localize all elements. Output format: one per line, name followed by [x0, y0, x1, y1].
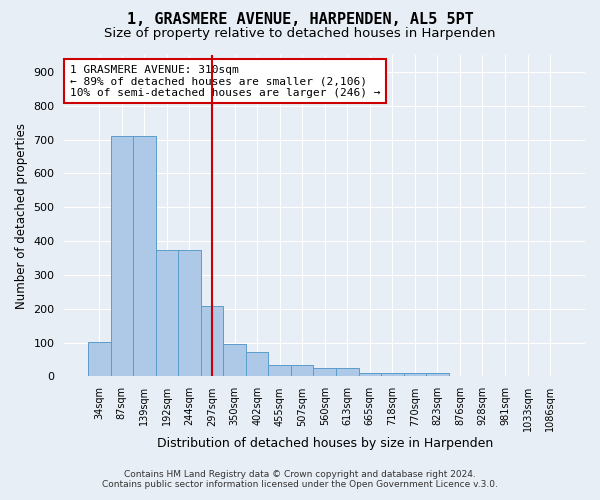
Bar: [404, 373, 426, 376]
Bar: [313, 368, 336, 376]
Text: Contains HM Land Registry data © Crown copyright and database right 2024.
Contai: Contains HM Land Registry data © Crown c…: [102, 470, 498, 489]
Bar: [291, 364, 313, 376]
Bar: [110, 136, 133, 376]
Text: Size of property relative to detached houses in Harpenden: Size of property relative to detached ho…: [104, 28, 496, 40]
Bar: [133, 136, 155, 376]
Bar: [246, 352, 268, 376]
Text: 1, GRASMERE AVENUE, HARPENDEN, AL5 5PT: 1, GRASMERE AVENUE, HARPENDEN, AL5 5PT: [127, 12, 473, 28]
Text: 1 GRASMERE AVENUE: 310sqm
← 89% of detached houses are smaller (2,106)
10% of se: 1 GRASMERE AVENUE: 310sqm ← 89% of detac…: [70, 64, 380, 98]
Bar: [336, 368, 359, 376]
Bar: [359, 373, 381, 376]
Bar: [201, 306, 223, 376]
Bar: [381, 373, 404, 376]
Bar: [155, 250, 178, 376]
Bar: [178, 250, 201, 376]
Bar: [426, 373, 449, 376]
Bar: [223, 344, 246, 376]
Y-axis label: Number of detached properties: Number of detached properties: [15, 122, 28, 308]
Bar: [88, 342, 110, 376]
Bar: [268, 364, 291, 376]
X-axis label: Distribution of detached houses by size in Harpenden: Distribution of detached houses by size …: [157, 437, 493, 450]
